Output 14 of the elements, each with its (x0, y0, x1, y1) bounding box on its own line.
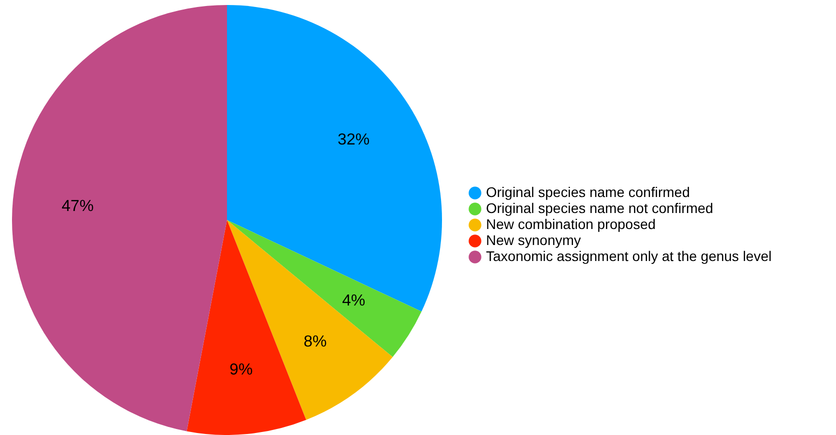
legend-label: Taxonomic assignment only at the genus level (486, 248, 772, 264)
data-label: 47% (62, 198, 94, 215)
data-label: 8% (304, 333, 327, 350)
pie-slice (227, 5, 442, 312)
legend-label: Original species name not confirmed (486, 200, 714, 216)
data-label: 32% (338, 132, 370, 149)
legend-label: Original species name confirmed (486, 184, 690, 200)
pie-slice (227, 220, 422, 358)
pie-slice (227, 220, 393, 420)
data-label: 9% (230, 361, 253, 378)
legend-label: New synonymy (486, 232, 581, 248)
data-label: 4% (342, 292, 366, 310)
pie-slice (12, 5, 227, 432)
legend-label: New combination proposed (486, 216, 656, 232)
